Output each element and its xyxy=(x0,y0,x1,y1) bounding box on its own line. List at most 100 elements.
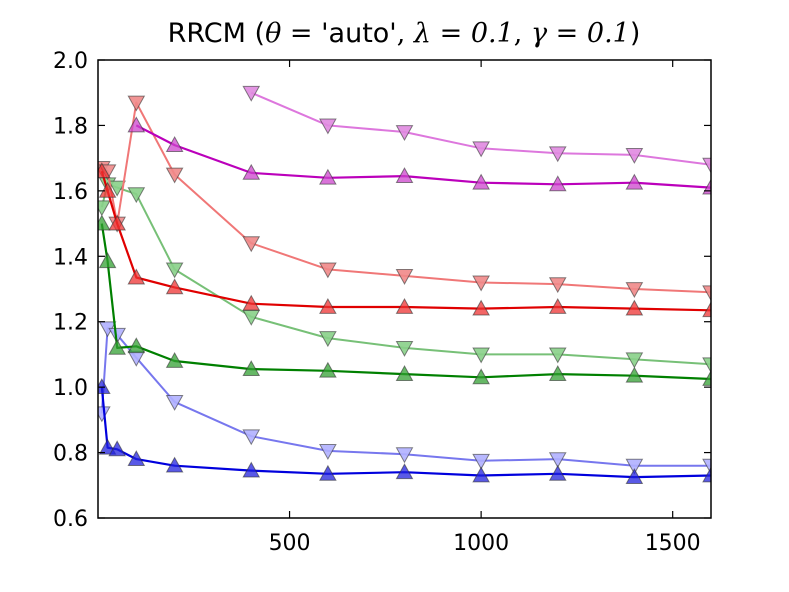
data-point xyxy=(472,299,490,316)
data-point xyxy=(242,163,261,180)
data-point xyxy=(242,429,261,446)
data-point xyxy=(395,125,414,142)
data-point xyxy=(98,200,111,217)
series-8 xyxy=(127,116,711,195)
data-point xyxy=(98,214,111,231)
data-point xyxy=(472,347,490,364)
data-point xyxy=(319,331,337,348)
title-equals-3: = xyxy=(547,18,587,49)
title-separator-2: , xyxy=(514,18,531,49)
y-tick-label: 1.8 xyxy=(53,114,88,139)
data-point xyxy=(319,262,337,279)
data-point xyxy=(395,167,414,184)
data-point xyxy=(165,278,184,295)
data-point xyxy=(472,173,490,190)
x-tick-label: 500 xyxy=(269,531,311,556)
data-point xyxy=(242,294,261,311)
data-point xyxy=(625,173,644,190)
data-point xyxy=(165,456,184,473)
data-point xyxy=(548,277,567,294)
data-point xyxy=(702,369,711,386)
title-theta-symbol: θ xyxy=(265,18,281,49)
data-point xyxy=(98,181,117,198)
data-point xyxy=(548,365,567,381)
y-tick-label: 1.2 xyxy=(53,311,88,336)
title-prefix: RRCM ( xyxy=(168,18,265,49)
title-gamma-value: 0.1 xyxy=(587,18,630,49)
title-suffix: ) xyxy=(630,18,641,49)
plot-area xyxy=(98,85,711,485)
axis-ticks: 500 1000 1500 0.6 0.8 1.0 1.2 1.4 1.6 1.8 2.0 xyxy=(53,49,711,556)
data-point xyxy=(395,447,414,464)
series-7 xyxy=(242,85,711,174)
data-point xyxy=(319,361,337,378)
y-tick-label: 2.0 xyxy=(53,49,88,74)
data-point xyxy=(98,162,111,179)
data-point xyxy=(548,175,567,192)
data-point xyxy=(395,365,414,381)
data-point xyxy=(108,338,127,355)
series-2 xyxy=(98,378,711,485)
data-point xyxy=(98,406,111,423)
data-point xyxy=(702,357,711,374)
series-6 xyxy=(98,162,711,318)
data-point xyxy=(702,466,711,483)
data-point xyxy=(548,297,567,314)
data-point xyxy=(127,116,146,133)
data-point xyxy=(165,167,184,184)
data-point xyxy=(548,347,567,364)
data-point xyxy=(319,464,337,481)
data-point xyxy=(472,453,490,470)
y-tick-label: 1.0 xyxy=(53,376,88,401)
title-theta-value: 'auto' xyxy=(321,18,397,49)
data-point xyxy=(242,236,261,253)
data-point xyxy=(242,85,261,102)
data-point xyxy=(108,214,127,231)
data-point xyxy=(319,297,337,314)
data-point xyxy=(625,282,644,299)
data-point xyxy=(319,118,337,135)
data-point xyxy=(548,452,567,469)
series-1 xyxy=(98,321,711,475)
data-point xyxy=(127,268,146,285)
x-tick-label: 1000 xyxy=(453,531,509,556)
data-point xyxy=(472,466,490,483)
data-point xyxy=(127,95,146,112)
data-point xyxy=(108,180,127,197)
data-point xyxy=(702,285,711,302)
data-point xyxy=(165,351,184,368)
series-4 xyxy=(98,214,711,386)
title-separator-1: , xyxy=(397,18,414,49)
data-point xyxy=(165,394,184,411)
y-tick-label: 1.6 xyxy=(53,180,88,205)
data-point xyxy=(242,360,261,377)
title-equals-1: = xyxy=(281,18,321,49)
data-point xyxy=(548,464,567,481)
title-lambda-value: 0.1 xyxy=(471,18,514,49)
x-tick-label: 1500 xyxy=(645,531,701,556)
chart-title: RRCM (θ = 'auto', λ = 0.1, γ = 0.1) xyxy=(168,18,641,49)
data-point xyxy=(625,147,644,164)
data-point xyxy=(395,297,414,314)
series-line xyxy=(100,223,711,381)
data-point xyxy=(98,378,111,395)
data-point xyxy=(702,301,711,318)
data-point xyxy=(127,337,146,354)
data-point xyxy=(127,450,146,467)
data-point xyxy=(625,366,644,383)
data-point xyxy=(165,136,184,152)
series-3 xyxy=(98,177,711,374)
data-point xyxy=(625,299,644,316)
data-point xyxy=(472,275,490,292)
title-gamma-symbol: γ xyxy=(531,18,548,49)
data-point xyxy=(702,157,711,174)
data-point xyxy=(395,269,414,285)
data-point xyxy=(108,327,127,344)
data-point xyxy=(472,141,490,158)
data-point xyxy=(625,468,644,485)
title-equals-2: = xyxy=(431,18,471,49)
data-point xyxy=(165,262,184,279)
y-tick-label: 1.4 xyxy=(53,245,88,270)
data-point xyxy=(625,352,644,369)
